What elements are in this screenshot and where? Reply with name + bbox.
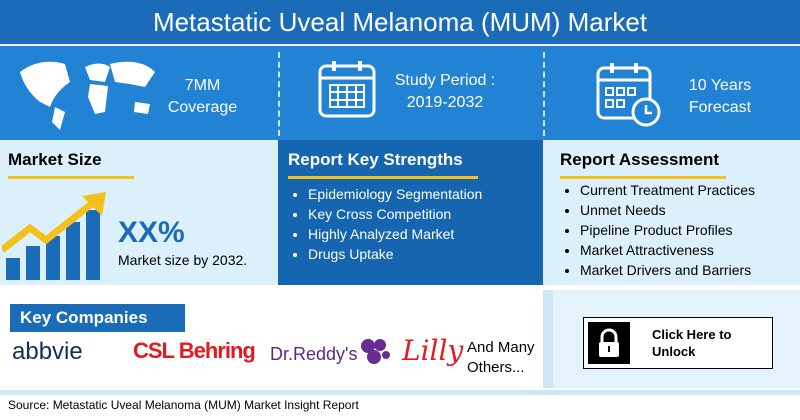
section-title: Report Assessment: [560, 150, 720, 169]
list-item: Key Cross Competition: [308, 204, 482, 224]
highlight-text: Study Period :: [394, 72, 496, 89]
more-text: Others...: [467, 359, 525, 376]
market-size-caption: Market size by 2032.: [118, 252, 248, 268]
company-logo: abbvie: [12, 338, 83, 365]
highlight-text: Forecast: [688, 99, 752, 116]
underline: [8, 176, 134, 179]
list-item: Highly Analyzed Market: [308, 224, 482, 244]
calendar-clock-icon: [596, 63, 661, 127]
section-title: Key Companies: [10, 304, 185, 332]
more-companies: And Many Others...: [467, 338, 535, 378]
assessment-list: Current Treatment PracticesUnmet NeedsPi…: [562, 180, 755, 280]
highlight-text: Coverage: [167, 99, 238, 116]
source: Source: Metastatic Uveal Melanoma (MUM) …: [8, 398, 359, 412]
market-size-value: XX%: [118, 216, 185, 249]
highlight-text: 7MM: [184, 77, 221, 94]
unlock-button[interactable]: Click Here to Unlock: [583, 317, 773, 369]
button-text: Unlock: [652, 344, 696, 359]
button-text: Click Here to: [652, 327, 732, 342]
highlights-strip: [0, 46, 800, 140]
list-item: Market Attractiveness: [580, 240, 755, 260]
lock-box: [588, 322, 630, 364]
highlight-text: 2019-2032: [406, 94, 484, 111]
strengths-list: Epidemiology SegmentationKey Cross Compe…: [290, 184, 482, 264]
list-item: Epidemiology Segmentation: [308, 184, 482, 204]
highlight: Study Period : 2019-2032: [380, 70, 510, 114]
company-logo: Dr.Reddy's: [270, 344, 358, 364]
underline: [288, 176, 478, 179]
list-item: Market Drivers and Barriers: [580, 260, 755, 280]
growth-chart-icon: [2, 192, 106, 280]
footer-bar: [0, 390, 800, 395]
list-item: Pipeline Product Profiles: [580, 220, 755, 240]
highlight: 10 Years Forecast: [675, 75, 765, 119]
underline: [560, 176, 726, 179]
lock-icon: [599, 328, 619, 357]
section-title: Report Key Strengths: [288, 150, 463, 169]
strengths-panel: [278, 140, 543, 285]
separator: [543, 290, 553, 388]
logo-mark: [361, 339, 390, 364]
company-logo: CSL Behring: [133, 338, 256, 363]
world-map-icon: [20, 61, 155, 130]
divider: [543, 52, 545, 136]
list-item: Drugs Uptake: [308, 244, 482, 264]
highlight: 7MM Coverage: [160, 75, 245, 119]
title: Metastatic Uveal Melanoma (MUM) Market: [0, 0, 800, 46]
list-item: Current Treatment Practices: [580, 180, 755, 200]
button-label: Click Here to Unlock: [652, 326, 731, 360]
divider: [278, 52, 280, 136]
highlight-text: 10 Years: [688, 77, 752, 94]
more-text: And Many: [467, 339, 535, 356]
calendar-icon: [318, 61, 376, 118]
assessment-panel: [543, 140, 800, 285]
list-item: Unmet Needs: [580, 200, 755, 220]
company-logo: Lilly: [402, 334, 464, 367]
section-title: Market Size: [8, 150, 102, 169]
